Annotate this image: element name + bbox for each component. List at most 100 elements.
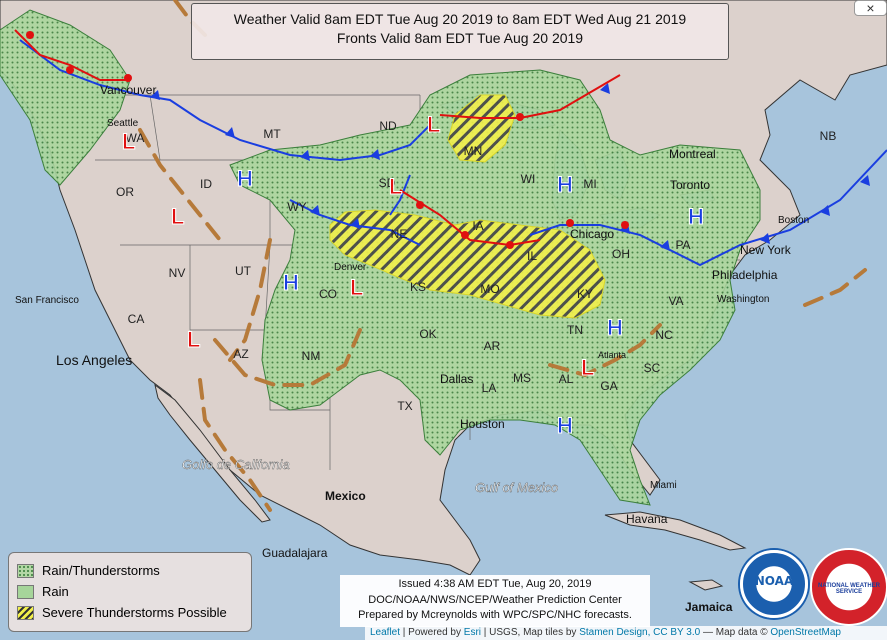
state-label: NV xyxy=(169,266,186,280)
esri-link[interactable]: Esri xyxy=(463,627,482,638)
state-label: ID xyxy=(200,177,212,191)
state-label: IA xyxy=(472,219,483,233)
state-label: MN xyxy=(464,144,483,158)
rain-thunder-northwest xyxy=(0,9,131,186)
state-labels: WA MT ND MN WI MI NB ID OR WY SD IA IL O… xyxy=(116,119,836,413)
city-label: Guadalajara xyxy=(262,546,328,560)
issued-line-3: Prepared by Mcreynolds with WPC/SPC/NHC … xyxy=(358,609,632,621)
rain-swatch xyxy=(17,584,34,599)
state-label: VA xyxy=(668,294,683,308)
warm-front-bumps xyxy=(26,31,629,249)
city-label: Toronto xyxy=(670,178,710,192)
low-centers: L L L L L L L xyxy=(122,112,595,381)
rain-thunder-swatch xyxy=(17,563,34,578)
low-pressure: L xyxy=(581,355,594,380)
nws-logo-text: NATIONAL WEATHER SERVICE xyxy=(818,583,880,595)
state-label: WY xyxy=(287,200,306,214)
issued-info-box: Issued 4:38 AM EDT Tue, Aug 20, 2019 DOC… xyxy=(340,575,650,627)
stamen-link[interactable]: Stamen Design xyxy=(579,627,648,638)
low-pressure: L xyxy=(350,275,363,300)
map-attribution: Leaflet | Powered by Esri | USGS, Map ti… xyxy=(365,626,887,640)
water-label: Golfo de California xyxy=(182,457,290,472)
state-label: PA xyxy=(675,238,690,252)
state-label: MT xyxy=(263,127,281,141)
state-label: OR xyxy=(116,185,134,199)
high-pressure: H xyxy=(283,270,299,295)
state-label: OK xyxy=(419,327,436,341)
city-label: Chicago xyxy=(570,227,614,241)
low-pressure: L xyxy=(389,174,402,199)
city-label: Havana xyxy=(626,512,668,526)
legend-label: Rain xyxy=(42,584,69,599)
city-label: Jamaica xyxy=(685,600,733,614)
cc-link[interactable]: , CC BY 3.0 xyxy=(647,627,701,638)
attribution-text: | Powered by xyxy=(400,627,464,638)
city-label: Los Angeles xyxy=(56,352,132,368)
low-pressure: L xyxy=(122,129,135,154)
city-label: Mexico xyxy=(325,489,366,503)
water-labels: Golfo de California Gulf of Mexico xyxy=(182,457,558,495)
state-label: AR xyxy=(484,339,501,353)
legend-label: Severe Thunderstorms Possible xyxy=(42,605,227,620)
city-label: Vancouver xyxy=(100,83,156,97)
map-legend: Rain/Thunderstorms Rain Severe Thunderst… xyxy=(8,552,252,632)
state-label: CO xyxy=(319,287,337,301)
state-label: MS xyxy=(513,371,531,385)
legend-label: Rain/Thunderstorms xyxy=(42,563,160,578)
state-label: LA xyxy=(482,381,497,395)
precip-areas xyxy=(0,9,761,506)
low-pressure: L xyxy=(171,204,184,229)
attribution-text: — Map data © xyxy=(700,627,771,638)
legend-rain-thunder: Rain/Thunderstorms xyxy=(17,560,243,581)
noaa-logo-text: NOAA xyxy=(754,574,794,588)
state-label: AZ xyxy=(233,347,248,361)
legend-rain: Rain xyxy=(17,581,243,602)
state-label: WI xyxy=(521,172,536,186)
cuba xyxy=(604,511,747,551)
city-labels: Vancouver Seattle Montreal Toronto Bosto… xyxy=(15,83,809,614)
high-pressure: H xyxy=(557,172,573,197)
state-label: SD xyxy=(379,176,396,190)
state-label: TX xyxy=(397,399,412,413)
state-label: MO xyxy=(480,282,499,296)
city-label: Miami xyxy=(650,480,677,491)
issued-line-2: DOC/NOAA/NWS/NCEP/Weather Prediction Cen… xyxy=(368,593,622,606)
osm-link[interactable]: OpenStreetMap xyxy=(770,627,841,638)
high-centers: H H H H H H xyxy=(237,166,705,439)
high-pressure: H xyxy=(237,166,253,191)
low-pressure: L xyxy=(187,327,200,352)
city-label: Philadelphia xyxy=(712,268,778,282)
city-label: Seattle xyxy=(107,118,139,129)
state-label: KY xyxy=(577,287,593,301)
state-label: IL xyxy=(527,249,537,263)
high-pressure: H xyxy=(557,413,573,438)
severe-plains-midwest xyxy=(329,209,606,319)
city-label: San Francisco xyxy=(15,295,79,306)
legend-severe: Severe Thunderstorms Possible xyxy=(17,602,243,623)
high-pressure: H xyxy=(688,204,704,229)
state-label: OH xyxy=(612,247,630,261)
troughs xyxy=(138,0,867,512)
city-label: Boston xyxy=(778,215,809,226)
map-title-box: Weather Valid 8am EDT Tue Aug 20 2019 to… xyxy=(191,3,729,60)
noaa-logo[interactable]: NOAA xyxy=(740,550,808,618)
close-button[interactable]: × xyxy=(854,0,887,16)
nws-logo[interactable]: NATIONAL WEATHER SERVICE xyxy=(810,548,887,626)
jamaica xyxy=(688,579,724,591)
state-label: NC xyxy=(655,328,673,342)
city-label: Atlanta xyxy=(598,350,626,360)
state-label: WA xyxy=(126,131,145,145)
state-label: SC xyxy=(644,361,661,375)
state-label: KS xyxy=(410,280,426,294)
issued-line-1: Issued 4:38 AM EDT Tue, Aug 20, 2019 xyxy=(398,578,592,590)
state-label: CA xyxy=(128,312,145,326)
high-pressure: H xyxy=(607,315,623,340)
city-label: Dallas xyxy=(440,372,473,386)
leaflet-link[interactable]: Leaflet xyxy=(370,627,401,638)
city-label: Houston xyxy=(460,417,505,431)
water-label: Gulf of Mexico xyxy=(475,480,558,495)
title-line-1: Weather Valid 8am EDT Tue Aug 20 2019 to… xyxy=(233,11,687,27)
city-label: Montreal xyxy=(669,147,716,161)
city-label: Denver xyxy=(334,262,367,273)
